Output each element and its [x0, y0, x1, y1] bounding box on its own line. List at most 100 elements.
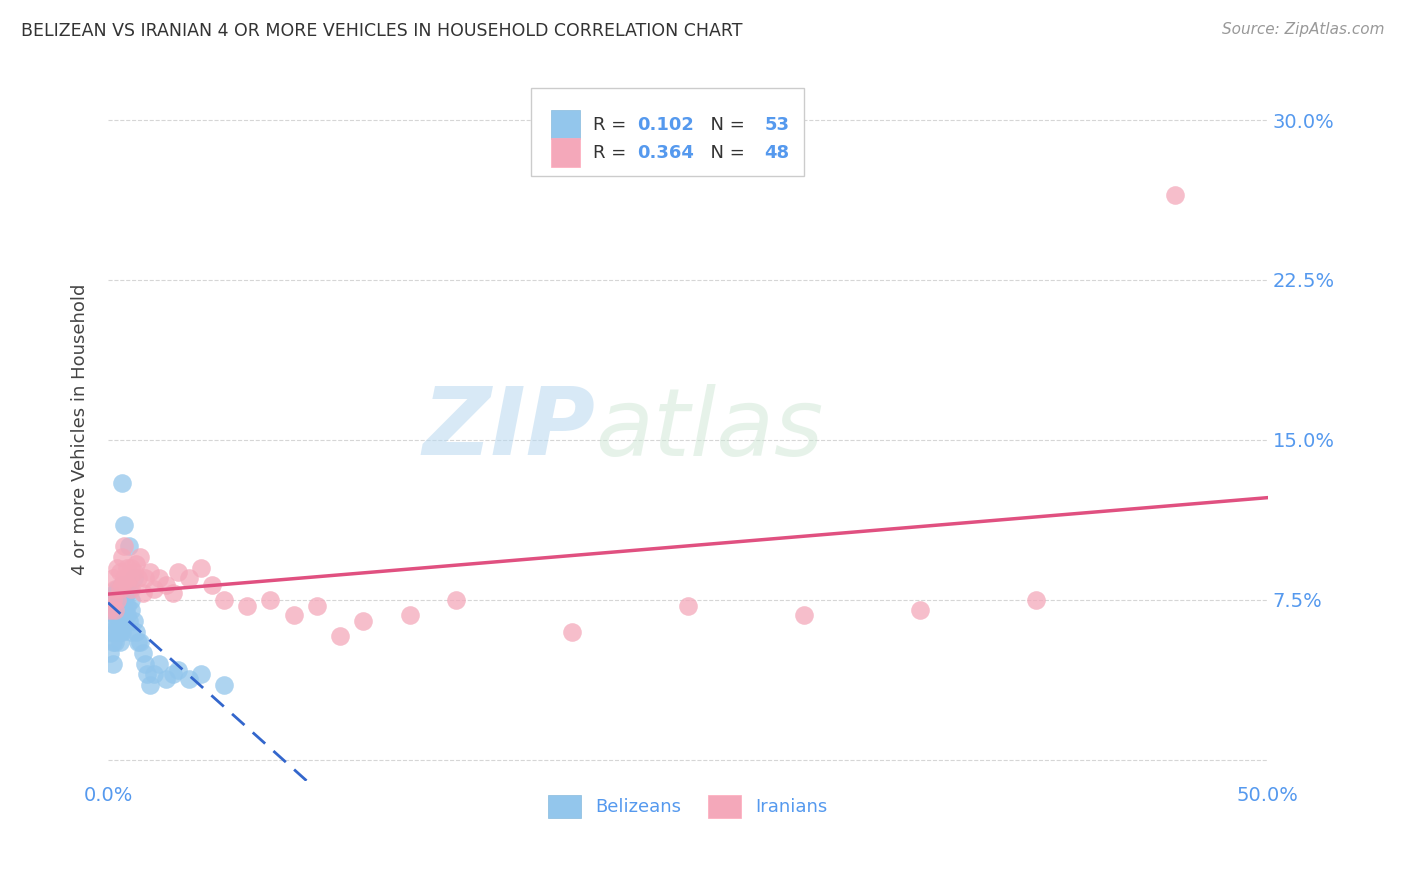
Point	[179, 571, 201, 585]
Point	[201, 578, 224, 592]
Point	[112, 540, 135, 554]
Point	[101, 657, 124, 671]
Point	[98, 624, 121, 639]
Point	[98, 603, 121, 617]
Point	[111, 578, 134, 592]
Text: Source: ZipAtlas.com: Source: ZipAtlas.com	[1222, 22, 1385, 37]
Point	[104, 586, 127, 600]
Point	[329, 629, 352, 643]
Point	[112, 518, 135, 533]
Point	[120, 603, 142, 617]
Point	[105, 582, 128, 596]
Point	[118, 582, 141, 596]
Point	[676, 599, 699, 614]
Point	[143, 667, 166, 681]
Point	[111, 614, 134, 628]
Point	[132, 646, 155, 660]
Point	[115, 561, 138, 575]
Point	[112, 614, 135, 628]
Point	[166, 565, 188, 579]
Point	[108, 603, 131, 617]
Point	[120, 582, 142, 596]
Point	[118, 540, 141, 554]
Point	[127, 635, 149, 649]
Point	[122, 571, 145, 585]
Point	[115, 599, 138, 614]
FancyBboxPatch shape	[531, 88, 804, 176]
Point	[179, 672, 201, 686]
Point	[108, 565, 131, 579]
Point	[793, 607, 815, 622]
Text: 48: 48	[765, 145, 790, 162]
Point	[111, 550, 134, 565]
Point	[127, 571, 149, 585]
Point	[1164, 187, 1187, 202]
Point	[115, 607, 138, 622]
Point	[108, 582, 131, 596]
Point	[139, 678, 162, 692]
Point	[101, 635, 124, 649]
Point	[148, 571, 170, 585]
Text: R =: R =	[593, 145, 631, 162]
Point	[155, 578, 177, 592]
Point	[908, 603, 931, 617]
Point	[134, 657, 156, 671]
Point	[190, 561, 212, 575]
Point	[190, 667, 212, 681]
Point	[259, 592, 281, 607]
Point	[104, 624, 127, 639]
Point	[105, 561, 128, 575]
Point	[104, 582, 127, 596]
Text: 0.102: 0.102	[637, 116, 693, 135]
Point	[104, 599, 127, 614]
Point	[212, 678, 235, 692]
Point	[561, 624, 583, 639]
Point	[118, 571, 141, 585]
Point	[104, 603, 127, 617]
Point	[105, 614, 128, 628]
Point	[120, 624, 142, 639]
Point	[398, 607, 420, 622]
Point	[115, 586, 138, 600]
Y-axis label: 4 or more Vehicles in Household: 4 or more Vehicles in Household	[72, 284, 89, 575]
Point	[101, 614, 124, 628]
Point	[162, 667, 184, 681]
Bar	[551, 110, 581, 139]
Point	[104, 635, 127, 649]
Point	[112, 571, 135, 585]
Point	[148, 657, 170, 671]
Point	[105, 592, 128, 607]
Point	[305, 599, 328, 614]
Point	[155, 672, 177, 686]
Text: 0.364: 0.364	[637, 145, 693, 162]
Point	[108, 614, 131, 628]
Point	[101, 592, 124, 607]
Point	[101, 571, 124, 585]
Text: R =: R =	[593, 116, 631, 135]
Text: atlas: atlas	[595, 384, 824, 475]
Text: N =: N =	[699, 145, 751, 162]
Point	[111, 624, 134, 639]
Point	[352, 614, 374, 628]
Point	[166, 663, 188, 677]
Text: BELIZEAN VS IRANIAN 4 OR MORE VEHICLES IN HOUSEHOLD CORRELATION CHART: BELIZEAN VS IRANIAN 4 OR MORE VEHICLES I…	[21, 22, 742, 40]
Point	[236, 599, 259, 614]
Point	[139, 565, 162, 579]
Point	[118, 614, 141, 628]
Legend: Belizeans, Iranians: Belizeans, Iranians	[541, 789, 835, 825]
Point	[111, 603, 134, 617]
Point	[112, 603, 135, 617]
Point	[212, 592, 235, 607]
Point	[283, 607, 305, 622]
Point	[132, 586, 155, 600]
Bar	[551, 138, 581, 168]
Point	[120, 592, 142, 607]
Point	[98, 603, 121, 617]
Point	[444, 592, 467, 607]
Point	[129, 635, 152, 649]
Point	[120, 561, 142, 575]
Point	[105, 624, 128, 639]
Point	[115, 578, 138, 592]
Point	[136, 667, 159, 681]
Text: ZIP: ZIP	[422, 384, 595, 475]
